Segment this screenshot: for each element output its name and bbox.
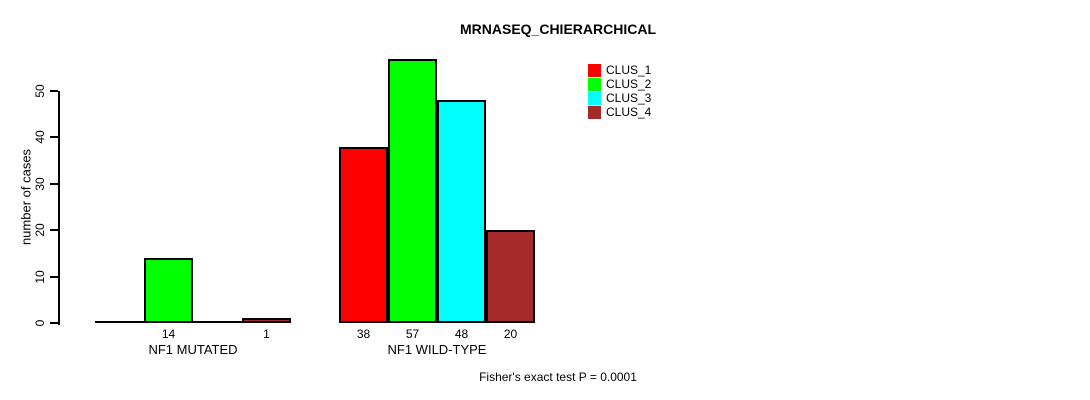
legend-label: CLUS_2 — [606, 77, 652, 91]
bar-clus_3 — [437, 100, 486, 323]
y-tick-label: 20 — [33, 223, 47, 237]
bar-value-label: 48 — [454, 327, 469, 341]
y-tick — [50, 229, 58, 232]
y-tick-label: 40 — [33, 130, 47, 145]
bar-value-label: 38 — [356, 327, 371, 341]
legend-row: CLUS_2 — [588, 77, 651, 91]
group-label: NF1 MUTATED — [148, 342, 238, 357]
bar-clus_4 — [242, 318, 291, 323]
legend-row: CLUS_4 — [588, 105, 651, 119]
bar-clus_4 — [486, 230, 535, 323]
y-tick — [50, 182, 58, 185]
legend-swatch-clus_3 — [588, 91, 601, 105]
legend-label: CLUS_4 — [606, 105, 652, 119]
legend-swatch-clus_4 — [588, 105, 601, 119]
group-label: NF1 WILD-TYPE — [387, 342, 487, 357]
y-tick-label: 30 — [33, 177, 47, 191]
group-baseline — [95, 321, 291, 323]
bar-value-label: 14 — [161, 327, 176, 341]
y-axis-line — [58, 91, 60, 325]
legend-label: CLUS_1 — [606, 63, 652, 77]
bar-clus_2 — [144, 258, 193, 323]
y-tick-label: 10 — [33, 269, 47, 284]
legend-label: CLUS_3 — [606, 91, 652, 105]
legend-row: CLUS_1 — [588, 63, 651, 77]
y-tick — [50, 322, 58, 324]
y-tick — [50, 90, 58, 92]
legend-swatch-clus_1 — [588, 63, 601, 77]
annotation-text: Fisher's exact test P = 0.0001 — [479, 370, 637, 384]
y-tick — [50, 275, 58, 278]
bar-clus_1 — [339, 147, 388, 323]
legend: CLUS_1 CLUS_2 CLUS_3 CLUS_4 — [588, 63, 651, 119]
bar-value-label: 1 — [263, 327, 270, 341]
legend-row: CLUS_3 — [588, 91, 651, 105]
bar-value-label: 20 — [503, 327, 518, 341]
y-tick-label: 0 — [33, 319, 47, 327]
bar-value-label: 57 — [405, 327, 420, 341]
y-axis-label: number of cases — [18, 148, 34, 246]
y-tick-label: 50 — [33, 84, 47, 98]
bar-clus_2 — [388, 59, 437, 323]
chart-title: MRNASEQ_CHIERARCHICAL — [459, 21, 657, 37]
y-tick — [50, 136, 58, 139]
legend-swatch-clus_2 — [588, 77, 601, 91]
